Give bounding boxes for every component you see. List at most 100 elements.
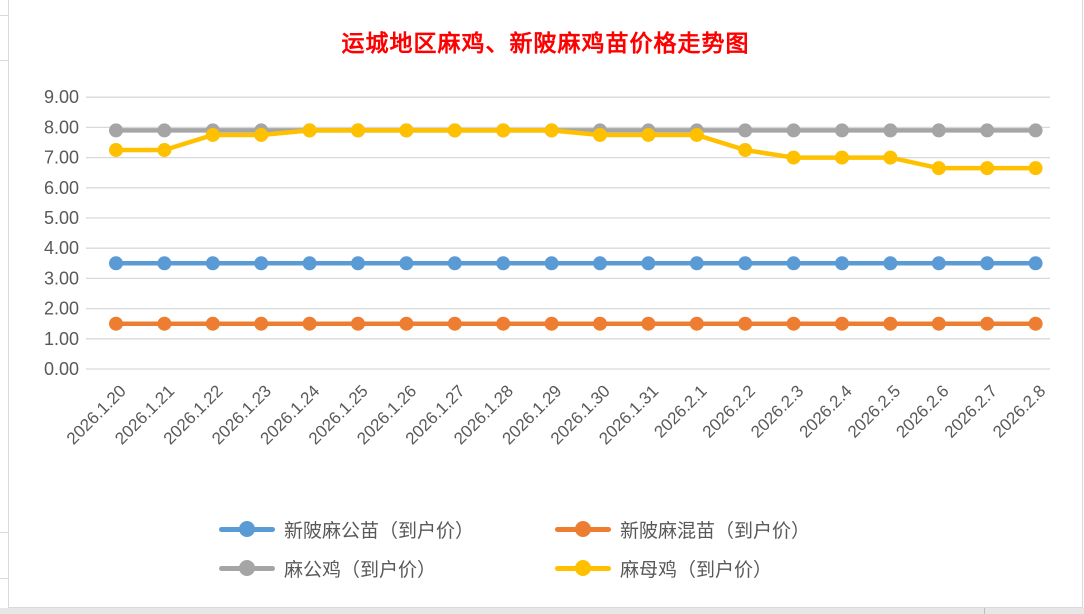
data-point[interactable] <box>641 316 656 331</box>
data-point[interactable] <box>980 256 995 271</box>
data-point[interactable] <box>931 123 946 138</box>
data-point[interactable] <box>786 316 801 331</box>
data-point[interactable] <box>689 316 704 331</box>
sheet-gridline <box>0 532 8 533</box>
data-point[interactable] <box>109 316 123 331</box>
data-point[interactable] <box>641 127 656 142</box>
svg-text:3.00: 3.00 <box>44 268 79 288</box>
data-point[interactable] <box>157 123 172 138</box>
data-point[interactable] <box>302 123 317 138</box>
data-point[interactable] <box>1028 123 1043 138</box>
data-point[interactable] <box>109 123 123 138</box>
legend-item-ma-gong-ji[interactable]: 麻公鸡（到户价） <box>219 552 555 584</box>
data-point[interactable] <box>351 256 365 271</box>
svg-text:1.00: 1.00 <box>44 329 79 349</box>
data-point[interactable] <box>593 256 607 271</box>
data-point[interactable] <box>931 256 946 271</box>
legend-line-marker-icon <box>555 560 611 576</box>
data-point[interactable] <box>205 256 220 271</box>
data-point[interactable] <box>544 123 559 138</box>
data-point[interactable] <box>980 316 995 331</box>
sheet-gridline <box>0 578 8 579</box>
data-point[interactable] <box>593 127 607 142</box>
data-point[interactable] <box>351 123 365 138</box>
data-point[interactable] <box>109 143 123 158</box>
series-0-line[interactable] <box>109 256 1043 271</box>
sheet-gridline <box>0 60 8 61</box>
data-point[interactable] <box>738 123 753 138</box>
data-point[interactable] <box>738 316 753 331</box>
svg-text:2026.2.3: 2026.2.3 <box>747 381 807 441</box>
data-point[interactable] <box>447 123 462 138</box>
series-3-line[interactable] <box>109 123 1043 176</box>
svg-text:9.00: 9.00 <box>44 87 79 107</box>
data-point[interactable] <box>786 256 801 271</box>
data-point[interactable] <box>496 123 511 138</box>
data-point[interactable] <box>738 256 753 271</box>
data-point[interactable] <box>738 143 753 158</box>
data-point[interactable] <box>835 150 849 165</box>
data-point[interactable] <box>883 150 898 165</box>
data-point[interactable] <box>883 123 898 138</box>
data-point[interactable] <box>205 127 220 142</box>
data-point[interactable] <box>447 256 462 271</box>
svg-text:2026.2.6: 2026.2.6 <box>892 381 952 441</box>
data-point[interactable] <box>205 316 220 331</box>
data-point[interactable] <box>254 127 269 142</box>
data-point[interactable] <box>980 123 995 138</box>
svg-text:2026.2.5: 2026.2.5 <box>844 381 904 441</box>
data-point[interactable] <box>544 316 559 331</box>
data-point[interactable] <box>157 143 172 158</box>
data-point[interactable] <box>689 256 704 271</box>
data-point[interactable] <box>254 316 269 331</box>
data-point[interactable] <box>399 123 414 138</box>
gridlines <box>86 96 1050 370</box>
svg-text:0.00: 0.00 <box>44 359 79 379</box>
data-point[interactable] <box>351 316 365 331</box>
data-point[interactable] <box>980 161 995 176</box>
legend-label: 新陂麻公苗（到户价） <box>284 520 475 542</box>
svg-text:5.00: 5.00 <box>44 208 79 228</box>
data-point[interactable] <box>883 256 898 271</box>
data-point[interactable] <box>1028 256 1043 271</box>
legend-label: 麻公鸡（到户价） <box>284 559 437 581</box>
legend-item-xinpo-ma-gong-miao[interactable]: 新陂麻公苗（到户价） <box>219 513 555 545</box>
data-point[interactable] <box>835 316 849 331</box>
data-point[interactable] <box>689 127 704 142</box>
chart-area[interactable]: 运城地区麻鸡、新陂麻鸡苗价格走势图 0.00 1.00 2.00 3.00 4.00 5.… <box>8 0 1083 608</box>
legend-label: 麻母鸡（到户价） <box>620 559 773 581</box>
data-point[interactable] <box>399 256 414 271</box>
data-point[interactable] <box>302 316 317 331</box>
data-point[interactable] <box>931 316 946 331</box>
series-1-line[interactable] <box>109 316 1043 331</box>
data-point[interactable] <box>835 123 849 138</box>
plot-area: 0.00 1.00 2.00 3.00 4.00 5.00 6.00 7.00 8.00 9.00… <box>44 87 1050 448</box>
data-point[interactable] <box>883 316 898 331</box>
data-point[interactable] <box>447 316 462 331</box>
data-point[interactable] <box>835 256 849 271</box>
legend-line-marker-icon <box>219 560 275 576</box>
data-point[interactable] <box>496 316 511 331</box>
data-point[interactable] <box>1028 161 1043 176</box>
data-point[interactable] <box>157 316 172 331</box>
data-point[interactable] <box>399 316 414 331</box>
data-point[interactable] <box>786 150 801 165</box>
data-point[interactable] <box>931 161 946 176</box>
svg-text:2026.2.7: 2026.2.7 <box>941 381 1001 441</box>
data-point[interactable] <box>157 256 172 271</box>
data-point[interactable] <box>1028 316 1043 331</box>
legend-item-ma-mu-ji[interactable]: 麻母鸡（到户价） <box>555 552 891 584</box>
legend-line-marker-icon <box>219 521 275 537</box>
legend-label: 新陂麻混苗（到户价） <box>620 520 811 542</box>
data-point[interactable] <box>109 256 123 271</box>
svg-text:7.00: 7.00 <box>44 148 79 168</box>
data-point[interactable] <box>786 123 801 138</box>
svg-text:2026.2.2: 2026.2.2 <box>699 381 759 441</box>
data-point[interactable] <box>254 256 269 271</box>
data-point[interactable] <box>593 316 607 331</box>
data-point[interactable] <box>496 256 511 271</box>
data-point[interactable] <box>302 256 317 271</box>
legend-item-xinpo-ma-hun-miao[interactable]: 新陂麻混苗（到户价） <box>555 513 891 545</box>
data-point[interactable] <box>544 256 559 271</box>
data-point[interactable] <box>641 256 656 271</box>
